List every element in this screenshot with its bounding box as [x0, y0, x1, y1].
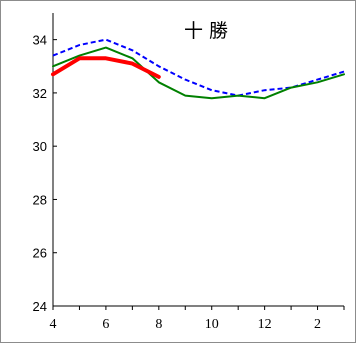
- x-tick-label: 10: [205, 317, 219, 332]
- x-tick-label: 4: [50, 317, 57, 332]
- y-tick-label: 28: [33, 192, 47, 207]
- x-tick-label: 8: [155, 317, 162, 332]
- y-tick-label: 26: [33, 246, 47, 261]
- plot-area: 24 26 28 30 32 34 4 6 8 10 12 2: [33, 13, 345, 332]
- y-tick-label: 24: [33, 299, 47, 314]
- y-tick-label: 34: [33, 33, 47, 48]
- x-tick-label: 2: [314, 317, 321, 332]
- series-line-2: [52, 46, 345, 100]
- series-line-3: [51, 56, 161, 79]
- y-tick-label: 32: [33, 86, 47, 101]
- x-tick-label: 6: [102, 317, 109, 332]
- chart-title: 十 勝: [184, 20, 228, 42]
- y-tick-label: 30: [33, 139, 47, 154]
- x-tick-label: 12: [258, 317, 272, 332]
- series-line-1: [52, 38, 345, 97]
